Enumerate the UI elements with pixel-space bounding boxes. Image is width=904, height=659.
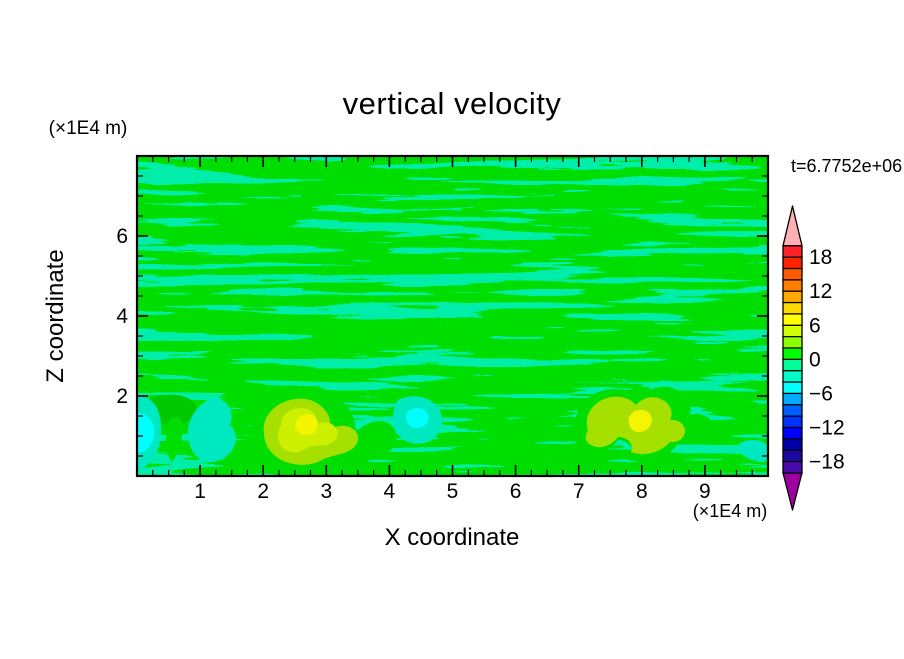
svg-text:0: 0 bbox=[809, 348, 821, 371]
svg-text:(×1E4 m): (×1E4 m) bbox=[49, 118, 128, 139]
svg-text:3: 3 bbox=[320, 480, 332, 503]
svg-text:9: 9 bbox=[699, 480, 711, 503]
svg-text:18: 18 bbox=[809, 246, 832, 269]
svg-text:12: 12 bbox=[809, 280, 832, 303]
svg-text:2: 2 bbox=[257, 480, 269, 503]
svg-text:1: 1 bbox=[194, 480, 206, 503]
svg-text:vertical velocity: vertical velocity bbox=[343, 86, 562, 121]
svg-text:4: 4 bbox=[116, 305, 128, 328]
svg-text:t=6.7752e+06: t=6.7752e+06 bbox=[791, 156, 902, 176]
svg-text:X coordinate: X coordinate bbox=[385, 524, 520, 551]
svg-text:6: 6 bbox=[510, 480, 522, 503]
svg-text:−6: −6 bbox=[809, 382, 833, 405]
svg-text:5: 5 bbox=[447, 480, 459, 503]
svg-text:(×1E4 m): (×1E4 m) bbox=[693, 501, 768, 521]
svg-text:6: 6 bbox=[809, 314, 821, 337]
svg-text:7: 7 bbox=[573, 480, 585, 503]
svg-text:8: 8 bbox=[636, 480, 648, 503]
svg-text:−12: −12 bbox=[809, 417, 845, 440]
svg-text:4: 4 bbox=[384, 480, 396, 503]
svg-text:Z coordinate: Z coordinate bbox=[42, 249, 69, 382]
svg-text:−18: −18 bbox=[809, 451, 845, 474]
svg-text:2: 2 bbox=[116, 385, 128, 408]
svg-text:6: 6 bbox=[116, 225, 128, 248]
